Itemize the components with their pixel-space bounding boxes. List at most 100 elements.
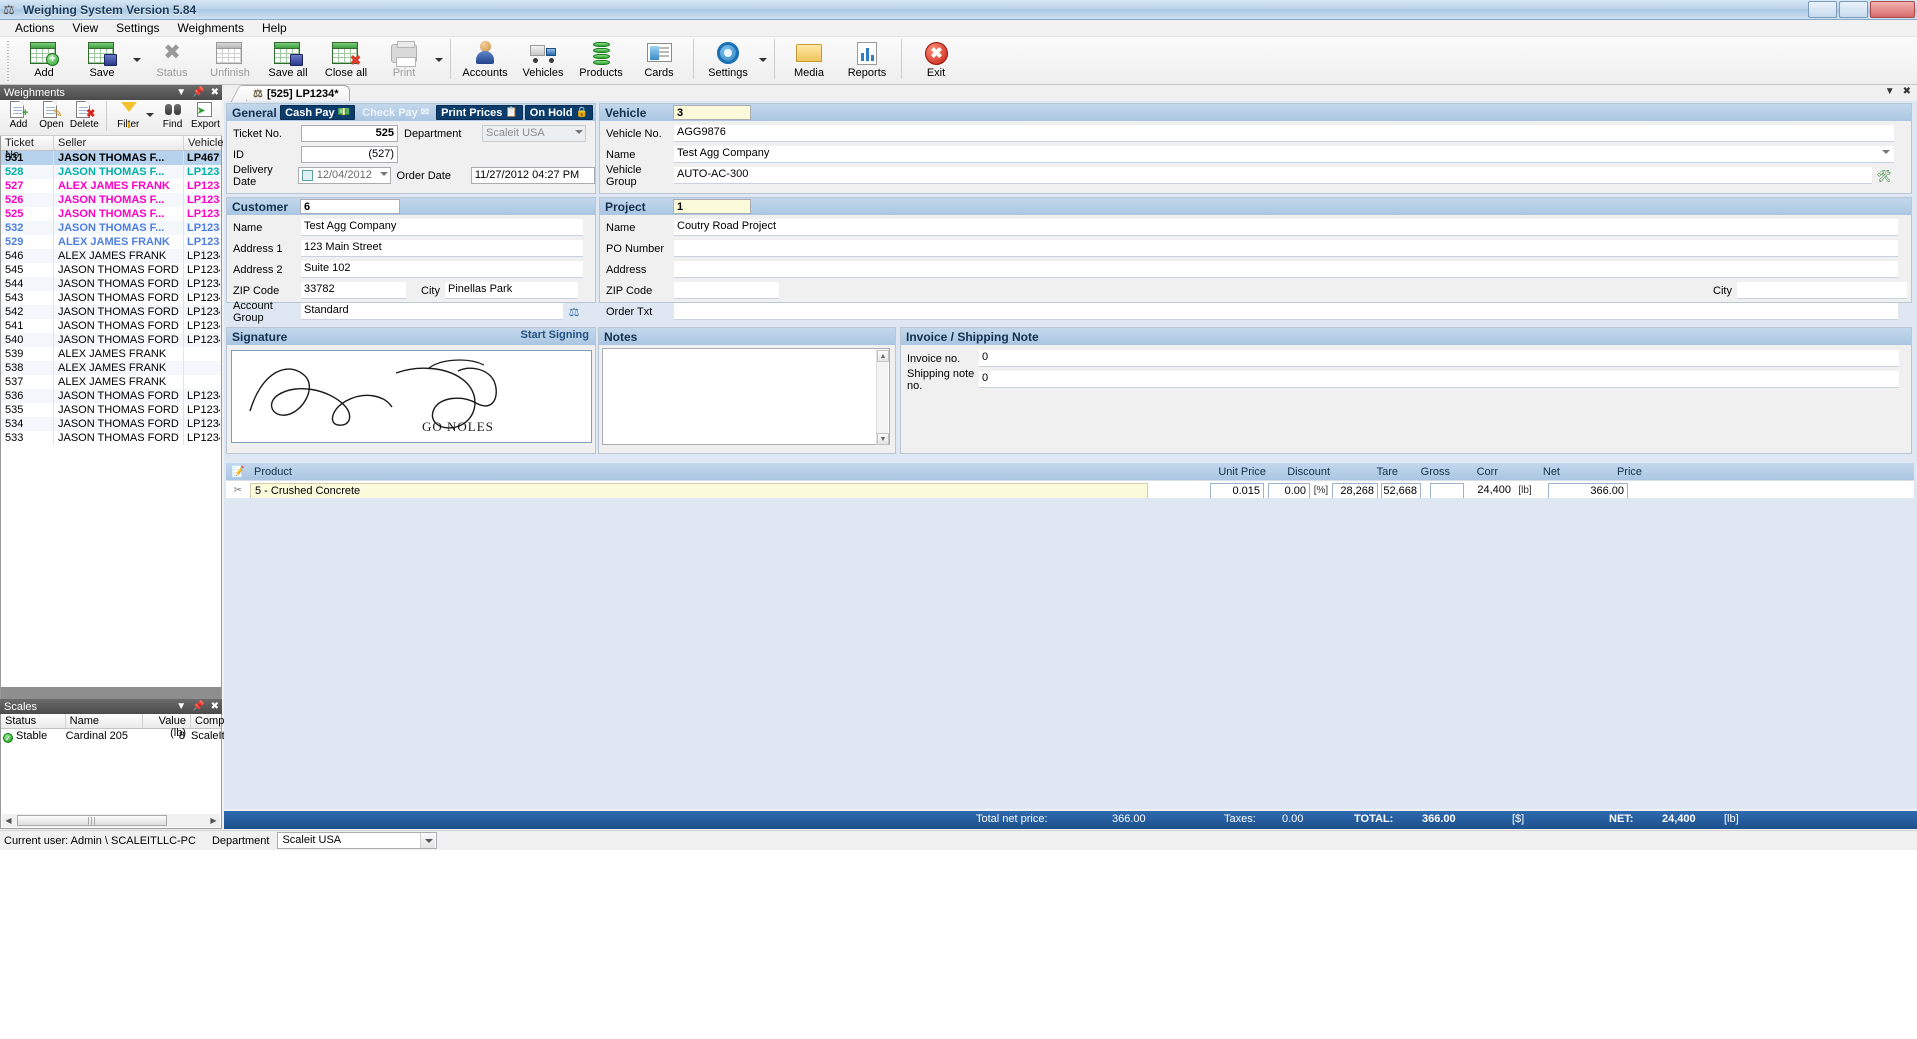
cell-product[interactable]: 5 - Crushed Concrete — [250, 482, 1148, 499]
dock-menu-icon[interactable]: ▼ — [176, 86, 187, 98]
minimize-button[interactable] — [1808, 1, 1837, 18]
col-corr[interactable]: Corr — [1476, 465, 1498, 478]
scales-scroll-left-arrow[interactable]: ◀ — [5, 816, 12, 825]
menu-actions[interactable]: Actions — [15, 21, 55, 35]
department-select[interactable]: Scaleit USA — [482, 125, 586, 142]
weighments-open-button[interactable]: ✎ Open — [35, 100, 68, 134]
customer-address1-input[interactable]: 123 Main Street — [301, 240, 583, 257]
col-computer[interactable]: Comp... — [195, 715, 234, 727]
shipping-note-no-input[interactable]: 0 — [979, 371, 1899, 388]
weighments-find-button[interactable]: Find — [156, 100, 189, 134]
col-net[interactable]: Net — [1542, 465, 1560, 478]
maximize-button[interactable] — [1839, 1, 1868, 18]
toolbar-unfinish-button[interactable]: Unfinish — [201, 37, 259, 83]
id-input[interactable]: (527) — [301, 146, 398, 163]
order-date-input[interactable]: 11/27/2012 04:27 PM — [470, 167, 595, 184]
col-gross[interactable]: Gross — [1420, 465, 1450, 478]
tab-close-icon[interactable]: ✖ — [1902, 86, 1911, 97]
toolbar-grip[interactable] — [6, 39, 11, 83]
cell-discount[interactable]: 0.00 — [1268, 482, 1310, 499]
statusbar-department-select[interactable]: Scaleit USA — [277, 832, 438, 849]
table-row[interactable]: 538 ALEX JAMES FRANK — [1, 361, 221, 375]
settings-dropdown-button[interactable] — [757, 37, 769, 83]
ticket-no-input[interactable]: 525 — [301, 125, 398, 142]
start-signing-link[interactable]: Start Signing — [520, 329, 589, 341]
product-grid-row[interactable]: ✂ 5 - Crushed Concrete 0.015 0.00 [%] 28… — [226, 480, 1914, 500]
cash-pay-toggle[interactable]: Cash Pay 💵 — [280, 105, 356, 120]
notes-textarea[interactable]: ▲ ▼ — [602, 348, 890, 445]
toolbar-products-button[interactable]: Products — [572, 37, 630, 83]
col-value[interactable]: Value (lb) — [143, 714, 191, 739]
cell-net[interactable]: 24,400 — [1477, 483, 1511, 496]
invoice-no-input[interactable]: 0 — [979, 350, 1899, 367]
toolbar-cards-button[interactable]: Cards — [630, 37, 688, 83]
grid-new-row-icon[interactable]: 📝 — [231, 466, 245, 478]
toolbar-close-all-button[interactable]: Close all — [317, 37, 375, 83]
vehicle-no-input[interactable]: AGG9876 — [674, 125, 1894, 142]
col-price[interactable]: Price — [1616, 465, 1642, 478]
table-row[interactable]: 539 ALEX JAMES FRANK — [1, 347, 221, 361]
scales-dock-menu-icon[interactable]: ▼ — [176, 700, 187, 712]
weighments-filter-button[interactable]: Filter — [112, 100, 145, 134]
scales-scroll-right-arrow[interactable]: ▶ — [210, 816, 217, 825]
col-seller[interactable]: Seller — [54, 136, 184, 150]
vehicle-group-browse-icon[interactable]: 🛠 — [1876, 168, 1892, 183]
project-zip-input[interactable] — [674, 282, 779, 299]
cell-corr[interactable] — [1430, 482, 1464, 499]
cell-tare[interactable]: 28,268 — [1332, 482, 1378, 499]
vehicle-id-input[interactable]: 3 — [673, 105, 751, 120]
print-prices-toggle[interactable]: Print Prices 📋 — [436, 105, 523, 120]
customer-id-input[interactable]: 6 — [300, 199, 400, 214]
filter-dropdown-button[interactable] — [145, 100, 156, 130]
save-dropdown-button[interactable] — [131, 37, 143, 83]
scales-dock-pin-icon[interactable]: 📌 — [192, 700, 205, 712]
customer-account-group-input[interactable]: Standard — [301, 303, 563, 320]
customer-city-input[interactable]: Pinellas Park — [445, 282, 578, 299]
row-delete-icon[interactable]: ✂ — [233, 485, 243, 496]
notes-scroll-up-arrow[interactable]: ▲ — [877, 350, 889, 362]
signature-canvas[interactable]: GO NOLES — [231, 350, 592, 443]
col-tare[interactable]: Tare — [1376, 465, 1398, 478]
toolbar-settings-button[interactable]: Settings — [699, 37, 757, 83]
close-button[interactable] — [1870, 1, 1915, 18]
check-pay-toggle[interactable]: Check Pay ✉ — [357, 105, 434, 120]
project-address-input[interactable] — [674, 261, 1898, 278]
toolbar-exit-button[interactable]: Exit — [907, 37, 965, 83]
toolbar-status-button[interactable]: ✖ Status — [143, 37, 201, 83]
customer-address2-input[interactable]: Suite 102 — [301, 261, 583, 278]
col-discount[interactable]: Discount — [1287, 465, 1330, 478]
col-ticket-no[interactable]: Ticket No. — [1, 136, 54, 161]
scales-list[interactable]: Status Name Value (lb) Comp... Stable Ca… — [0, 714, 234, 829]
toolbar-add-button[interactable]: Add — [15, 37, 73, 83]
toolbar-reports-button[interactable]: Reports — [838, 37, 896, 83]
col-unit-price[interactable]: Unit Price — [1218, 465, 1266, 478]
menu-view[interactable]: View — [72, 21, 99, 35]
cell-unit-price[interactable]: 0.015 — [1210, 482, 1264, 499]
document-tab[interactable]: [525] LP1234* — [246, 85, 350, 101]
customer-name-input[interactable]: Test Agg Company — [301, 219, 583, 236]
menu-weighments[interactable]: Weighments — [177, 21, 244, 35]
toolbar-save-button[interactable]: Save — [73, 37, 131, 83]
vehicle-group-input[interactable]: AUTO-AC-300 — [674, 167, 1872, 184]
project-id-input[interactable]: 1 — [673, 199, 751, 214]
scales-scroll-thumb[interactable]: ||| — [17, 815, 167, 826]
dock-pin-icon[interactable]: 📌 — [192, 86, 205, 98]
account-group-browse-icon[interactable]: ⚖ — [568, 304, 580, 319]
scales-dock-close-icon[interactable]: ✖ — [210, 700, 219, 712]
customer-zip-input[interactable]: 33782 — [301, 282, 406, 299]
